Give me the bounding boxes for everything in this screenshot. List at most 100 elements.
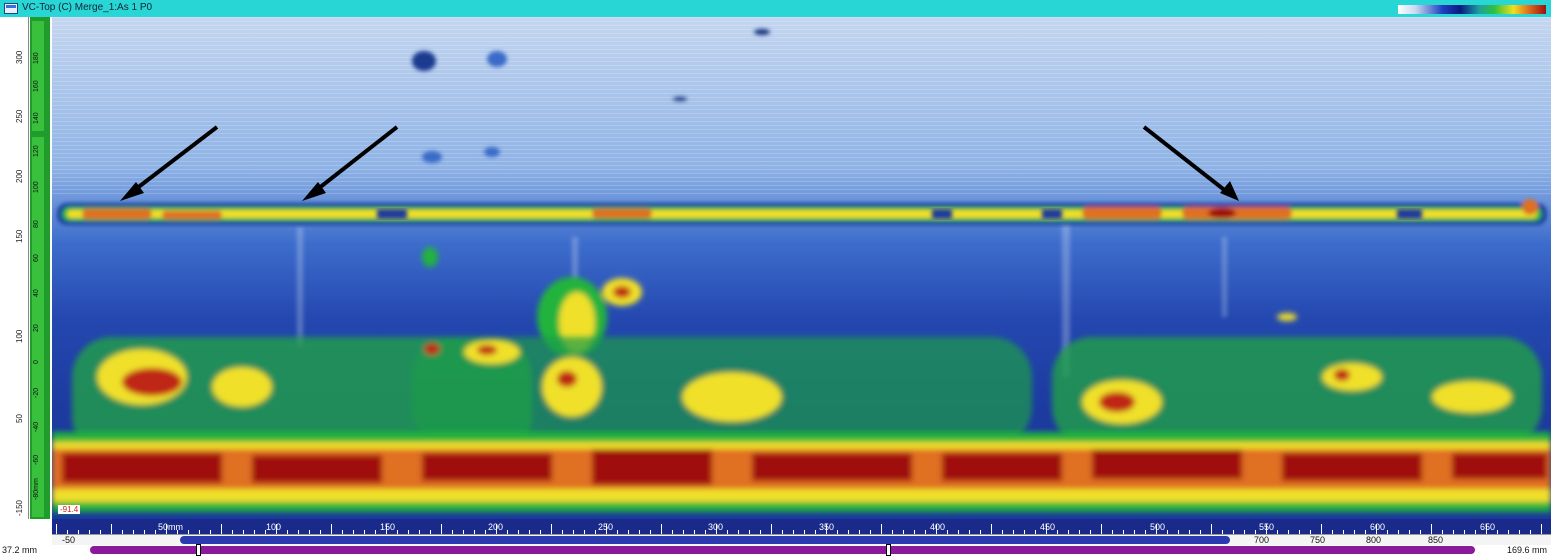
c-scan-image[interactable] — [52, 17, 1551, 519]
x-tick-mark — [639, 530, 640, 534]
x-tick-mark — [969, 530, 970, 534]
x-tick-mark — [694, 530, 695, 534]
x-tick-mark — [111, 524, 112, 534]
x-tick-mark — [573, 530, 574, 534]
x-tick-mark — [1024, 530, 1025, 534]
x-tick-mark — [1343, 530, 1344, 534]
x-tick-mark — [870, 530, 871, 534]
x-tick-mark — [1178, 530, 1179, 534]
x-tick-mark — [463, 530, 464, 534]
x-tick-mark — [991, 524, 992, 534]
x-tick-label: 200 — [488, 522, 503, 532]
window-icon[interactable] — [4, 3, 18, 14]
x-tick-mark — [518, 530, 519, 534]
x-tick-mark — [1310, 530, 1311, 534]
x-tick-mark — [1376, 524, 1377, 534]
x-tick-mark — [738, 530, 739, 534]
x-tick-mark — [947, 530, 948, 534]
x-tick-mark — [1508, 530, 1509, 534]
x-tick-mark — [551, 524, 552, 534]
x-tick-mark — [144, 530, 145, 534]
x-tick-mark — [122, 530, 123, 534]
x-tick-mark — [1013, 530, 1014, 534]
window-title-bar[interactable]: VC-Top (C) Merge_1:As 1 P0 — [0, 0, 1551, 17]
x-tick-mark — [1321, 524, 1322, 534]
x-tick-mark — [133, 530, 134, 534]
x-tick-mark — [397, 530, 398, 534]
x-tick-label: 650 — [1480, 522, 1496, 532]
green-range-segment — [32, 137, 44, 517]
x-tick-mark — [1134, 530, 1135, 534]
secondary-range-bar[interactable] — [180, 536, 1230, 544]
x-tick-mark — [1332, 530, 1333, 534]
y-inner-tick: 40 — [33, 289, 40, 297]
x-tick-mark — [1365, 530, 1366, 534]
x-tick-mark — [1112, 530, 1113, 534]
y-inner-tick: 160 — [33, 80, 40, 92]
x-tick-mark — [56, 524, 57, 534]
x-tick-mark — [661, 524, 662, 534]
x-tick-mark — [320, 530, 321, 534]
y-inner-tick: 20 — [33, 324, 40, 332]
x2-tick-label: 700 — [1254, 535, 1270, 545]
range-end-handle[interactable] — [886, 544, 891, 556]
secondary-ruler[interactable]: -50 700 750 800 850 — [52, 534, 1551, 546]
x-tick-mark — [166, 524, 167, 534]
x-tick-mark — [672, 530, 673, 534]
arrow-annotation — [1142, 125, 1239, 201]
x-tick-mark — [1519, 530, 1520, 534]
x-tick-mark — [859, 530, 860, 534]
x-tick-mark — [298, 530, 299, 534]
x-tick-mark — [881, 524, 882, 534]
x-tick-mark — [1156, 524, 1157, 534]
x-tick-mark — [507, 530, 508, 534]
y-inner-tick: -20 — [33, 387, 40, 398]
x-tick-mark — [683, 530, 684, 534]
x-tick-mark — [1354, 530, 1355, 534]
horizontal-ruler[interactable]: 50mm 100 150 200 250 300 350 400 450 500… — [52, 519, 1551, 534]
x-tick-label: 50mm — [158, 522, 184, 532]
range-min-value: 37.2 mm — [2, 545, 38, 555]
x-tick-mark — [155, 530, 156, 534]
cursor-readout: -91.4 — [58, 505, 81, 514]
y-inner-tick: -80mm — [33, 478, 40, 500]
x-tick-label: 250 — [598, 522, 613, 532]
x-tick-mark — [1530, 530, 1531, 534]
x-tick-mark — [232, 530, 233, 534]
x-tick-mark — [892, 530, 893, 534]
color-palette-bar[interactable] — [1398, 5, 1546, 14]
x-tick-mark — [1200, 530, 1201, 534]
x-tick-mark — [408, 530, 409, 534]
x-tick-mark — [452, 530, 453, 534]
x-tick-mark — [1541, 524, 1542, 534]
y-outer-tick: -150 — [15, 499, 24, 516]
x-tick-mark — [650, 530, 651, 534]
x-tick-mark — [276, 524, 277, 534]
y-outer-tick: 250 — [15, 109, 24, 123]
x-tick-mark — [617, 530, 618, 534]
x-tick-mark — [716, 524, 717, 534]
y-inner-tick: 100 — [33, 181, 40, 193]
y-inner-tick: 60 — [33, 254, 40, 262]
y-outer-tick: 100 — [15, 329, 24, 343]
x-tick-mark — [914, 530, 915, 534]
x-tick-mark — [485, 530, 486, 534]
x2-tick-label: 800 — [1366, 535, 1382, 545]
x-tick-mark — [826, 524, 827, 534]
range-slider-track[interactable] — [90, 544, 1475, 556]
x-tick-mark — [1002, 530, 1003, 534]
x-tick-mark — [1486, 524, 1487, 534]
x-tick-label: 450 — [1040, 522, 1056, 532]
x-tick-mark — [1497, 530, 1498, 534]
x-tick-mark — [1068, 530, 1069, 534]
x-tick-mark — [1453, 530, 1454, 534]
x-tick-mark — [1057, 530, 1058, 534]
x-tick-mark — [804, 530, 805, 534]
x-tick-mark — [78, 530, 79, 534]
x-tick-mark — [760, 530, 761, 534]
x-tick-mark — [1431, 524, 1432, 534]
x-tick-mark — [1266, 524, 1267, 534]
vertical-range-slider[interactable] — [30, 17, 50, 519]
x-tick-mark — [1409, 530, 1410, 534]
range-start-handle[interactable] — [196, 544, 201, 556]
